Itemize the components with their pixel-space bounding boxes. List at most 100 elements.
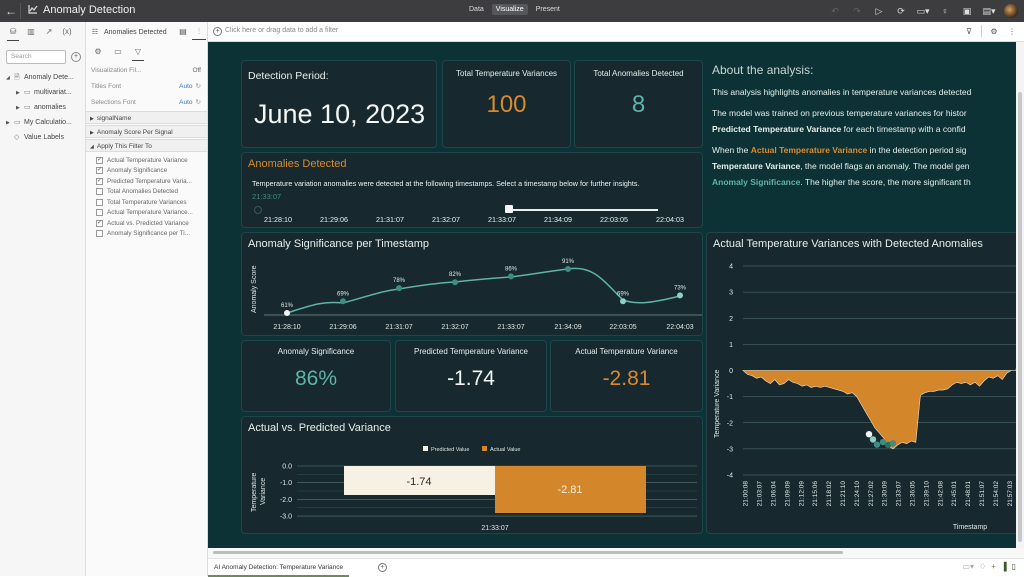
checkbox-checked[interactable]: ✓ xyxy=(96,167,103,175)
legend-predicted[interactable]: Predicted Value xyxy=(431,447,469,453)
property-titles-font[interactable]: Titles Font Auto ↻ xyxy=(86,78,207,94)
tree-item-dataset[interactable]: ◢ 🗎 Anomaly Dete... xyxy=(0,70,86,85)
data-point[interactable] xyxy=(677,292,683,299)
actual-variances-area-chart-card[interactable]: Actual Temperature Variances with Detect… xyxy=(706,232,1016,534)
checkbox-unchecked[interactable] xyxy=(96,209,103,217)
section-anomaly-score-per-signal[interactable]: ▶ Anomaly Score Per Signal xyxy=(86,125,207,138)
timestamp-option[interactable]: 21:31:07 xyxy=(376,215,404,224)
checkbox-unchecked[interactable] xyxy=(96,198,103,206)
properties-toggle-icon[interactable]: ▤ xyxy=(179,27,187,36)
insights-bulb-icon[interactable]: ♀ xyxy=(941,6,949,16)
pin-icon[interactable]: ♢ xyxy=(979,562,987,571)
checkbox-checked[interactable]: ✓ xyxy=(96,156,103,164)
back-arrow-icon[interactable]: ← xyxy=(5,4,17,18)
horizontal-scrollbar[interactable] xyxy=(208,548,1024,558)
timestamp-option[interactable]: 21:33:07 xyxy=(488,215,516,224)
general-settings-icon[interactable]: ⚙ xyxy=(94,47,102,56)
slider-track[interactable] xyxy=(508,209,658,211)
tree-item-anomalies[interactable]: ▶ ▭ anomalies xyxy=(0,100,86,115)
vertical-scrollbar[interactable] xyxy=(1016,42,1024,548)
data-point[interactable] xyxy=(340,298,346,305)
add-data-icon[interactable]: + xyxy=(71,52,81,62)
data-point[interactable] xyxy=(565,266,571,272)
reset-icon[interactable]: ↻ xyxy=(195,83,201,90)
apply-filter-item[interactable]: ✓ Anomaly Significance xyxy=(86,166,207,177)
redo-icon[interactable]: ↷ xyxy=(853,6,861,16)
user-avatar[interactable] xyxy=(1004,4,1018,18)
add-filter-icon[interactable]: + xyxy=(213,27,222,36)
predicted-variance-card[interactable]: Predicted Temperature Variance -1.74 xyxy=(395,340,547,412)
actual-vs-predicted-chart[interactable]: Predicted Value Actual Value Temperature… xyxy=(242,417,704,535)
anomaly-point[interactable] xyxy=(884,441,892,449)
timestamp-option[interactable]: 21:28:10 xyxy=(264,215,292,224)
total-anomalies-card[interactable]: Total Anomalies Detected 8 xyxy=(574,60,703,148)
anomaly-point[interactable] xyxy=(869,436,877,443)
legend-actual[interactable]: Actual Value xyxy=(490,447,520,453)
detection-period-card[interactable]: Detection Period: June 10, 2023 xyxy=(241,60,437,148)
slider-handle[interactable] xyxy=(505,205,513,213)
data-point[interactable] xyxy=(396,285,402,292)
property-selections-font[interactable]: Selections Font Auto ↻ xyxy=(86,94,207,110)
canvas-layout-icon[interactable]: ▭▾ xyxy=(916,6,930,16)
property-visualization-filter[interactable]: Visualization Fil... Off xyxy=(86,62,207,78)
actual-variances-area-chart[interactable]: 4 3 2 1 0 -1 -2 -3 -4 21:00:08 21:03:07 21:06:04 21… xyxy=(707,233,1016,535)
visualizations-icon[interactable]: ▥ xyxy=(27,27,35,36)
property-value[interactable]: Auto xyxy=(179,83,193,90)
mode-visualize[interactable]: Visualize xyxy=(491,4,528,15)
undo-icon[interactable]: ↶ xyxy=(831,6,839,16)
checkbox-checked[interactable]: ✓ xyxy=(96,219,103,227)
checkbox-unchecked[interactable] xyxy=(96,230,103,238)
section-signalname[interactable]: ▶ signalName xyxy=(86,111,207,124)
apply-filter-item[interactable]: Actual Temperature Variance... xyxy=(86,208,207,219)
scrollbar-thumb[interactable] xyxy=(1018,92,1022,542)
apply-filter-item[interactable]: ✓ Predicted Temperature Varia... xyxy=(86,176,207,187)
anomaly-point[interactable] xyxy=(873,441,881,448)
section-apply-this-filter-to[interactable]: ◢ Apply This Filter To xyxy=(86,139,207,152)
apply-filter-item[interactable]: Total Anomalies Detected xyxy=(86,187,207,198)
more-options-icon[interactable]: ⋮ xyxy=(1008,26,1016,36)
sort-icon[interactable]: ▭▾ xyxy=(962,562,975,571)
tree-item-my-calculations[interactable]: ▶ ▭ My Calculatio... xyxy=(0,115,86,130)
apply-filter-item[interactable]: Total Temperature Variances xyxy=(86,197,207,208)
present-icon[interactable]: ▣ xyxy=(962,6,972,16)
anomaly-point[interactable] xyxy=(865,431,873,438)
checkbox-checked[interactable]: ✓ xyxy=(96,177,103,185)
add-canvas-icon[interactable]: + xyxy=(378,563,387,572)
tree-item-value-labels[interactable]: ◇ Value Labels xyxy=(0,130,86,145)
data-icon[interactable]: ⛁ xyxy=(4,23,22,41)
panel-left-icon[interactable]: ▐ xyxy=(1000,562,1007,571)
data-point[interactable] xyxy=(452,279,458,286)
panel-split-icon[interactable]: ▯ xyxy=(1011,562,1016,571)
significance-line-chart[interactable]: Anomaly Score 61% 69% 78% 82% 86% 91% 69% 73% 2… xyxy=(242,233,704,337)
property-value[interactable]: Auto xyxy=(179,99,193,106)
mode-present[interactable]: Present xyxy=(535,6,560,13)
save-icon[interactable]: ▤▾ xyxy=(982,6,996,16)
actual-vs-predicted-chart-card[interactable]: Actual vs. Predicted Variance Predicted … xyxy=(241,416,703,534)
anomaly-significance-card[interactable]: Anomaly Significance 86% xyxy=(241,340,391,412)
bar-actual[interactable] xyxy=(495,466,646,513)
filter-settings-icon[interactable]: ▽ xyxy=(130,44,146,61)
settings-gear-icon[interactable]: ⚙ xyxy=(990,26,998,36)
slider-reset-icon[interactable] xyxy=(254,206,262,214)
tree-item-multivariate[interactable]: ▶ ▭ multivariat... xyxy=(0,85,86,100)
clear-filters-icon[interactable]: ⊽ xyxy=(966,26,972,36)
property-value[interactable]: Off xyxy=(192,66,201,74)
significance-line-chart-card[interactable]: Anomaly Significance per Timestamp Anoma… xyxy=(241,232,703,336)
anomaly-point[interactable] xyxy=(889,440,897,447)
actual-variance-card[interactable]: Actual Temperature Variance -2.81 xyxy=(550,340,703,412)
add-icon[interactable]: + xyxy=(991,562,996,571)
timestamp-option[interactable]: 21:29:06 xyxy=(320,215,348,224)
anomalies-detected-card[interactable]: Anomalies Detected Temperature variation… xyxy=(241,152,703,228)
timestamp-option[interactable]: 22:03:05 xyxy=(600,215,628,224)
anomaly-point[interactable] xyxy=(879,438,887,446)
title-settings-icon[interactable]: ▭ xyxy=(114,47,122,56)
data-point[interactable] xyxy=(508,273,514,280)
analytics-icon[interactable]: ↗ xyxy=(45,27,53,36)
apply-filter-item[interactable]: ✓ Actual Temperature Variance xyxy=(86,155,207,166)
reset-icon[interactable]: ↻ xyxy=(195,99,201,106)
refresh-data-icon[interactable]: ⟳ xyxy=(897,6,905,16)
filter-placeholder[interactable]: Click here or drag data to add a filter xyxy=(225,27,339,34)
search-input[interactable]: Search xyxy=(6,50,66,64)
canvas-tab[interactable]: AI Anomaly Detection: Temperature Varian… xyxy=(208,559,350,577)
apply-filter-item[interactable]: Anomaly Significance per Ti... xyxy=(86,229,207,240)
